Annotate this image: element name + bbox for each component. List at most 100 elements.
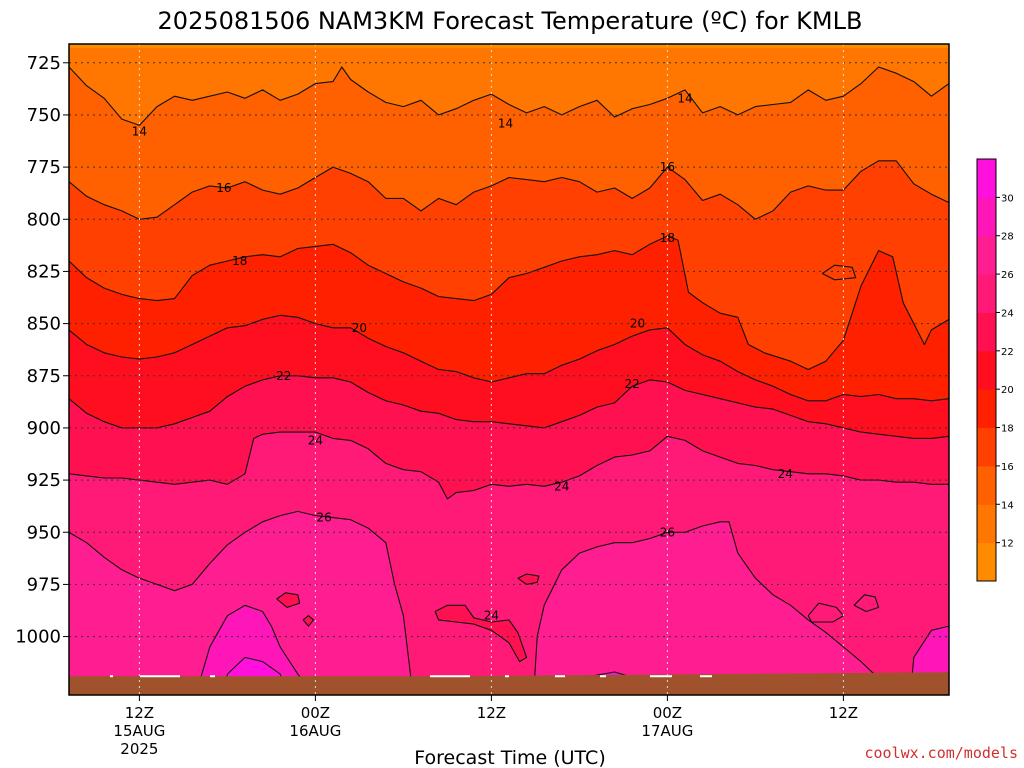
colorbar-label: 12 [1001,539,1014,550]
colorbar: 12 14 16 18 20 22 24 26 28 30 [976,158,1014,582]
colorbar-label: 18 [1001,424,1014,435]
colorbar-label: 22 [1001,347,1014,358]
y-tick-label: 950 [27,522,61,543]
ground-fragment [555,675,565,678]
y-tick-label: 850 [27,314,61,335]
contour-label: 16 [660,160,675,174]
y-axis: 725 750 775 800 825 850 875 900 925 950 975 1000 [15,53,69,648]
colorbar-segment [977,542,996,582]
contour-label: 24 [308,433,323,447]
contour-band-24 [435,605,527,662]
contour-label: 24 [554,479,569,493]
credit-text: coolwx.com/models [864,744,1018,762]
contour-line-28 [195,604,316,695]
contour-band-26 [69,511,421,695]
ground-fragment [430,675,470,678]
x-tick-label: 00Z [301,704,330,722]
colorbar-segment [977,465,996,505]
ground-fragment [650,675,672,678]
contour-label: 14 [677,91,692,105]
contour-label: 20 [630,317,645,331]
chart-title: 2025081506 NAM3KM Forecast Temperature (… [158,7,863,35]
colorbar-label: 28 [1001,232,1014,243]
y-tick-label: 925 [27,470,61,491]
contour-label: 24 [484,609,499,623]
colorbar-label: 14 [1001,500,1014,511]
contour-label: 18 [660,231,675,245]
contour-line-24 [69,431,949,500]
colorbar-segment [977,427,996,467]
contour-label: 14 [132,125,147,139]
x-tick-label: 12Z [125,704,154,722]
colorbar-segment [977,312,996,352]
contour-line-26 [533,521,890,695]
colorbar-segment [977,197,996,237]
colorbar-label: 16 [1001,462,1014,473]
contour-band-24 [854,594,879,612]
contour-label: 26 [317,511,332,525]
contour-line-22 [69,375,949,439]
contour-line-24 [302,615,315,627]
contour-line-24 [517,573,540,585]
plot-frame [68,43,950,696]
band-top-edge [69,44,949,48]
ground-mask [69,676,949,695]
x-axis-label: Forecast Time (UTC) [414,747,605,768]
contour-label: 24 [778,467,793,481]
contour-line-26 [69,510,422,695]
colorbar-frame [976,158,997,582]
y-tick-label: 1000 [15,627,61,648]
ground-fragment [140,675,180,678]
colorbar-segment [977,350,996,390]
contour-band-28 [195,605,316,695]
x-tick-label: 12Z [829,704,858,722]
contour-label: 22 [625,377,640,391]
colorbar-segment [977,389,996,429]
x-tick-label: 17AUG [641,722,693,740]
contour-band-18 [822,265,856,280]
ground-fragment [210,675,215,678]
y-tick-label: 975 [27,574,61,595]
contour-line-16 [69,160,949,220]
contour-band-24 [808,603,844,622]
colorbar-segment [977,235,996,275]
contour-line-14 [69,66,949,126]
colorbar-segment [977,274,996,313]
contour-line-18 [821,264,857,281]
contour-fill-layer: 14 14 14 16 16 18 18 20 20 22 22 24 24 24 24 26 26 [69,44,949,695]
contour-label: 26 [660,525,675,539]
contour-band-26 [533,521,890,695]
ground-fragment [505,675,509,678]
colorbar-label: 30 [1001,193,1014,204]
colorbar-segment [977,159,996,198]
y-tick-label: 800 [27,209,61,230]
contour-line-20 [69,314,949,402]
contour-line-24 [276,592,301,608]
x-tick-label: 12Z [477,704,506,722]
x-tick-label: 15AUG [113,722,165,740]
contour-label: 20 [352,321,367,335]
contour-line-18 [69,235,949,371]
colorbar-label: 20 [1001,385,1014,396]
contour-label: 14 [498,116,513,130]
contour-label: 18 [232,254,247,268]
y-tick-label: 875 [27,366,61,387]
ground-fragment [110,675,113,678]
y-tick-label: 825 [27,261,61,282]
ground-fragment [700,675,712,678]
y-tick-label: 775 [27,157,61,178]
contour-line-24 [434,604,528,663]
contour-label: 22 [276,369,291,383]
y-tick-label: 750 [27,105,61,126]
x-tick-label: 2025 [120,740,158,758]
x-tick-label: 16AUG [289,722,341,740]
contour-label: 16 [216,181,231,195]
y-tick-label: 900 [27,418,61,439]
contour-line-24 [853,594,880,613]
y-tick-label: 725 [27,53,61,74]
contour-band-24 [276,592,300,608]
ground-fragment [600,675,606,678]
colorbar-label: 26 [1001,270,1014,281]
